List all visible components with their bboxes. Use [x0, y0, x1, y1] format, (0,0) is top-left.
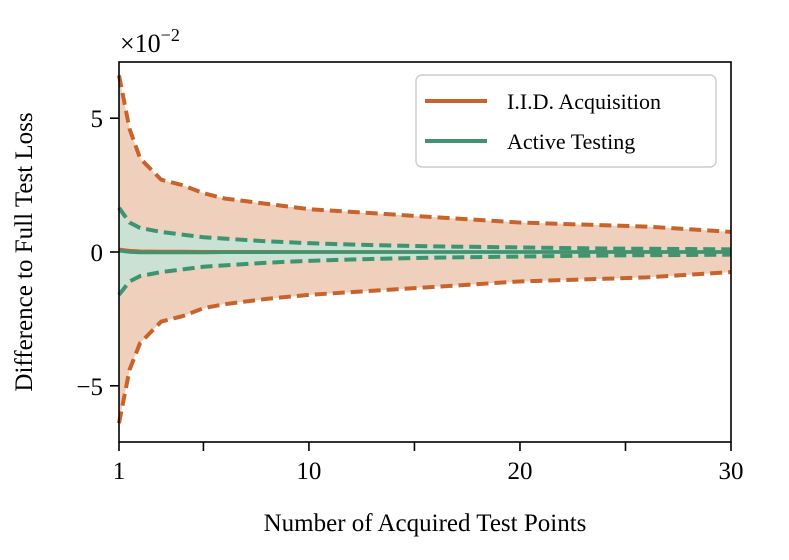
- y-axis-ticks: 5 0 −5: [76, 106, 119, 401]
- x-tick-label: 10: [296, 458, 321, 485]
- mean-line-active: [118, 248, 731, 255]
- legend-label-active: Active Testing: [507, 129, 635, 154]
- y-scale-factor: ×10−2: [120, 25, 180, 58]
- x-axis-ticks: 1 10 20 30: [113, 442, 744, 485]
- legend-label-iid: I.I.D. Acquisition: [507, 89, 661, 114]
- y-scale-base: ×10: [120, 29, 161, 58]
- legend: I.I.D. Acquisition Active Testing: [415, 74, 717, 168]
- upper-bound-iid: [117, 74, 732, 234]
- y-axis-label: Difference to Full Test Loss: [11, 112, 38, 391]
- x-tick-label: 30: [719, 458, 744, 485]
- legend-box: [415, 74, 717, 168]
- x-tick-label: 20: [507, 458, 532, 485]
- upper-bound-active: [117, 206, 732, 252]
- series-lines: [117, 74, 732, 424]
- x-axis-label: Number of Acquired Test Points: [264, 510, 587, 537]
- y-tick-label: 0: [91, 240, 104, 267]
- x-tick-label: 1: [113, 458, 126, 485]
- y-tick-label: 5: [91, 106, 104, 133]
- lower-bound-iid: [117, 270, 732, 424]
- y-tick-label: −5: [76, 374, 103, 401]
- lower-bound-active: [117, 252, 732, 297]
- y-scale-exponent: −2: [161, 25, 180, 45]
